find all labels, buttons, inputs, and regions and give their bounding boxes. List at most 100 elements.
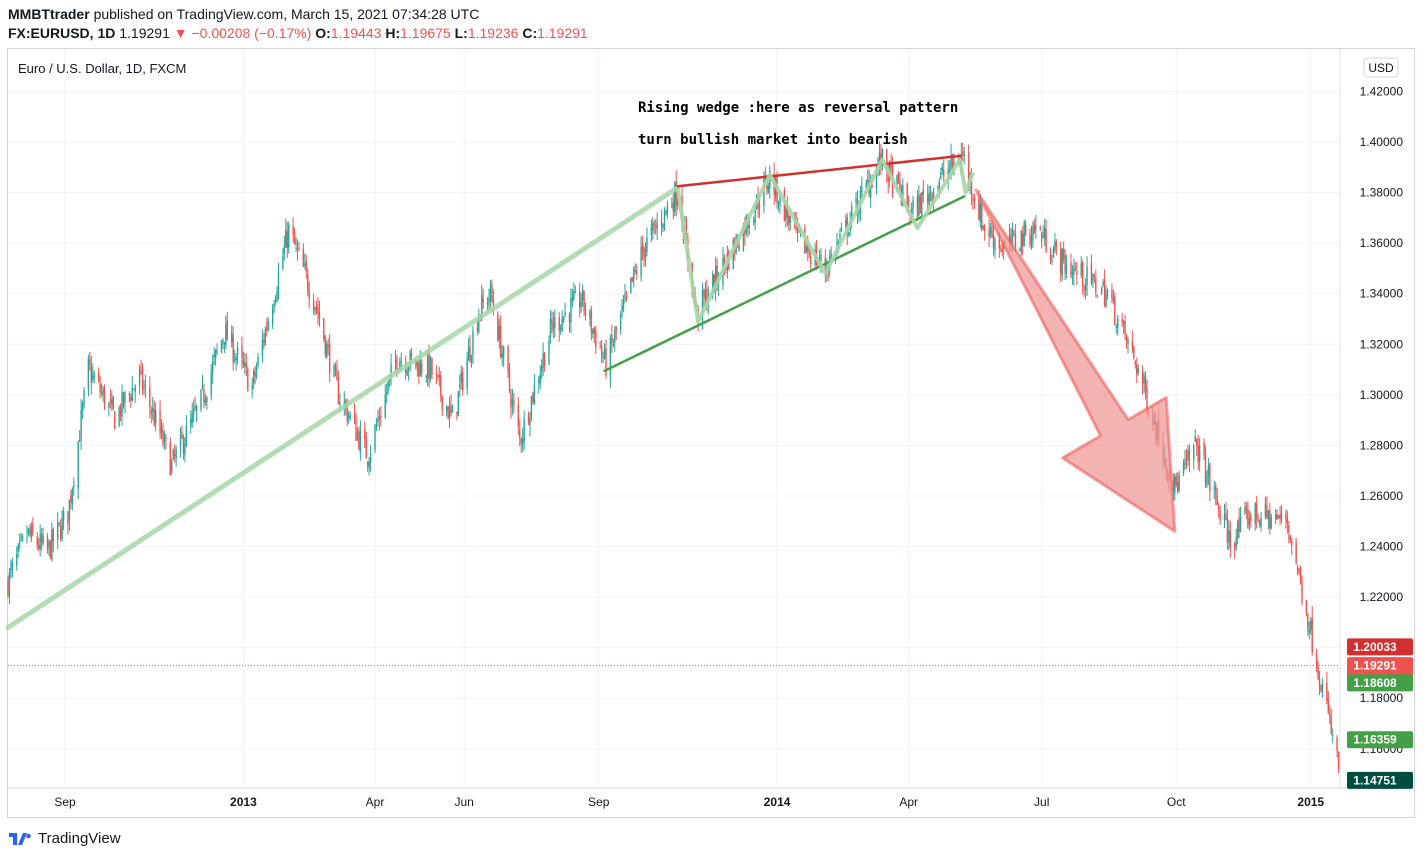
candle-body [1052,248,1055,257]
candle-body [1318,678,1321,687]
candle-body [410,352,413,357]
candle-body [134,386,136,393]
candle-body [1254,502,1256,525]
candle-body [1086,266,1088,285]
currency-button-label[interactable]: USD [1368,61,1394,75]
candle-body [1073,268,1075,276]
candle-body [714,266,717,291]
candle-body [972,198,974,200]
candle-body [359,430,362,453]
publish-text: published on TradingView.com, March 15, … [93,6,480,22]
candle-body [1258,519,1261,525]
candle-body [1105,293,1107,307]
candle-body [17,544,19,552]
candle-body [39,533,41,550]
candle-body [619,314,622,330]
candle-body [77,441,79,489]
candle-body [328,344,331,374]
candle-body [552,322,555,331]
candle-body [211,361,214,374]
candle-body [1022,233,1024,246]
wave-zigzag[interactable] [675,157,975,324]
candle-body [1083,287,1085,289]
candle-body [195,405,198,412]
candle-body [929,190,932,193]
bearish-arrow-icon[interactable] [974,188,1177,533]
candle-body [30,526,33,539]
candle-body [912,200,914,209]
candle-body [783,190,786,222]
candle-body [437,374,439,377]
candle-body [906,183,908,205]
candle-body [1330,716,1332,734]
candle-body [315,306,318,309]
candle-body [478,315,480,333]
price-label: 1.19291 [1353,659,1397,673]
candle-body [671,205,673,207]
candle-body [521,437,524,445]
candle-body [1248,518,1251,525]
annotation-text[interactable]: turn bullish market into bearish [638,132,908,148]
candle-body [150,410,152,414]
brand-name[interactable]: TradingView [38,830,121,847]
candle-body [400,361,403,363]
candle-body [346,406,348,422]
candle-body [1080,263,1082,276]
candle-body [1326,682,1328,701]
candle-body [143,387,145,389]
candle-body [81,403,84,412]
currency-button[interactable] [1363,57,1399,78]
candle-body [244,362,246,367]
candle-body [242,359,245,365]
candle-body [1223,513,1226,520]
candle-body [1074,266,1077,268]
candle-body [326,343,328,358]
candle-body [20,537,22,539]
candle-body [8,571,11,596]
candle-body [21,535,24,539]
candle-body [492,299,495,312]
candle-body [1226,517,1229,543]
candle-body [922,188,924,196]
candle-body [1217,507,1220,510]
candle-body [241,345,243,358]
candle-body [415,359,417,368]
candle-body [1320,685,1322,692]
candle-body [353,414,356,418]
candle-body [368,461,370,469]
symbol-label: FX:EURUSD, 1D [8,25,116,41]
wedge-bottom-line[interactable] [603,195,966,373]
candle-body [785,203,787,220]
candle-body [948,169,951,172]
candle-body [1115,326,1117,329]
price-chart[interactable]: 1.42000 1.40000 1.38000 1.36000 1.34000 1.320… [0,0,1426,830]
candle-body [441,395,443,411]
low-value: 1.19236 [467,25,519,41]
annotation-text[interactable]: Rising wedge :here as reversal pattern [638,100,958,116]
candle-body [312,300,315,310]
candle-body [236,347,239,355]
candle-body [1310,620,1312,630]
candle-body [1213,487,1215,489]
candle-body [179,434,182,449]
x-tick-label: Oct [1167,795,1186,809]
candle-body [963,154,965,156]
candle-body [396,358,398,370]
candle-body [532,392,534,402]
x-tick-label: 2013 [230,795,257,809]
candle-body [1084,283,1087,292]
wedge-top-line[interactable] [676,154,962,188]
ohlc-bar: FX:EURUSD, 1D 1.19291 ▼ −0.00208 (−0.17%… [8,25,588,41]
candle-body [1061,248,1063,277]
open-value: 1.19443 [330,25,382,41]
candle-body [656,222,658,230]
candle-body [190,419,192,427]
candle-body [646,237,648,252]
long-trend-line[interactable] [5,185,681,630]
y-tick-label: 1.40000 [1360,135,1404,149]
candle-body [103,387,106,408]
candle-body [1146,387,1148,410]
candle-body [68,499,71,522]
candle-body [355,418,357,441]
author-name[interactable]: MMBTtrader [8,6,90,22]
